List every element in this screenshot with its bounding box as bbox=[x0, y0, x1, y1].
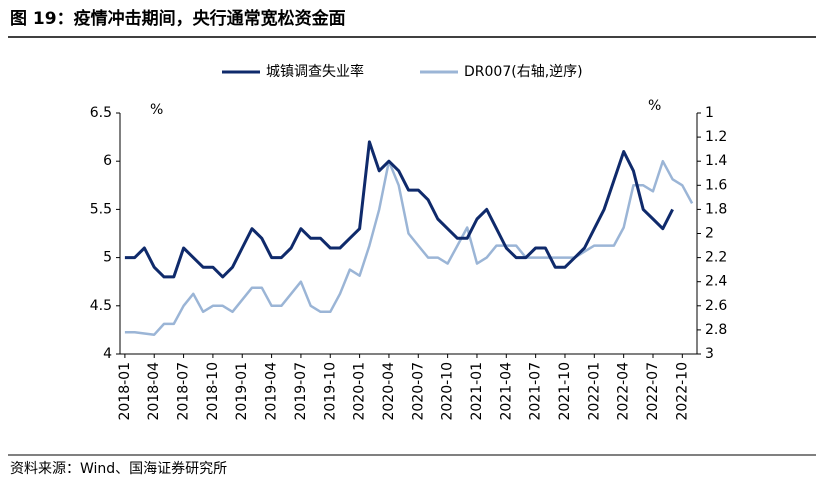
x-tick-label: 2018-07 bbox=[176, 362, 192, 421]
x-tick-label: 2020-01 bbox=[352, 362, 368, 421]
y-tick-label: 6 bbox=[103, 153, 112, 169]
x-tick-label: 2018-10 bbox=[205, 362, 221, 421]
y-tick-label: 4 bbox=[103, 346, 112, 362]
y2-tick-label: 2.6 bbox=[705, 298, 727, 314]
y-axis-label: % bbox=[150, 102, 163, 118]
x-tick-label: 2021-10 bbox=[557, 362, 573, 421]
x-tick-label: 2018-04 bbox=[146, 362, 162, 421]
source: 资料来源：Wind、国海证券研究所 bbox=[10, 461, 227, 477]
y2-tick-label: 2 bbox=[705, 226, 714, 242]
x-tick-label: 2021-07 bbox=[528, 362, 544, 421]
x-tick-label: 2021-01 bbox=[469, 362, 485, 421]
y2-tick-label: 1.4 bbox=[705, 153, 727, 169]
y2-tick-label: 1.2 bbox=[705, 129, 727, 145]
y2-tick-label: 2.2 bbox=[705, 250, 727, 266]
series-line bbox=[124, 159, 694, 336]
x-tick-label: 2018-01 bbox=[117, 362, 133, 421]
y2-tick-label: 1 bbox=[705, 105, 714, 121]
x-tick-label: 2022-01 bbox=[586, 362, 602, 421]
y2-tick-label: 2.4 bbox=[705, 274, 727, 290]
x-tick-label: 2020-07 bbox=[410, 362, 426, 421]
series-line bbox=[124, 140, 674, 279]
chart-title: 图 19：疫情冲击期间，央行通常宽松资金面 bbox=[10, 8, 346, 29]
y-tick-label: 5.5 bbox=[90, 201, 112, 217]
y2-tick-label: 2.8 bbox=[705, 322, 727, 338]
y2-tick-label: 3 bbox=[705, 346, 714, 362]
legend-label: DR007(右轴,逆序) bbox=[464, 64, 583, 80]
x-tick-label: 2022-04 bbox=[616, 362, 632, 421]
y2-tick-label: 1.6 bbox=[705, 177, 727, 193]
x-tick-label: 2020-04 bbox=[381, 362, 397, 421]
x-tick-label: 2019-04 bbox=[264, 362, 280, 421]
x-tick-label: 2019-01 bbox=[234, 362, 250, 421]
x-tick-label: 2021-04 bbox=[498, 362, 514, 421]
y2-axis-label: % bbox=[648, 98, 661, 114]
x-tick-label: 2019-07 bbox=[293, 362, 309, 421]
x-tick-label: 2020-10 bbox=[440, 362, 456, 421]
legend-label: 城镇调查失业率 bbox=[266, 63, 364, 80]
x-tick-label: 2022-07 bbox=[645, 362, 661, 421]
y-tick-label: 4.5 bbox=[90, 298, 112, 314]
x-tick-label: 2019-10 bbox=[322, 362, 338, 421]
x-tick-label: 2022-10 bbox=[674, 362, 690, 421]
y-tick-label: 6.5 bbox=[90, 105, 112, 121]
y2-tick-label: 1.8 bbox=[705, 201, 727, 217]
y-tick-label: 5 bbox=[103, 250, 112, 266]
